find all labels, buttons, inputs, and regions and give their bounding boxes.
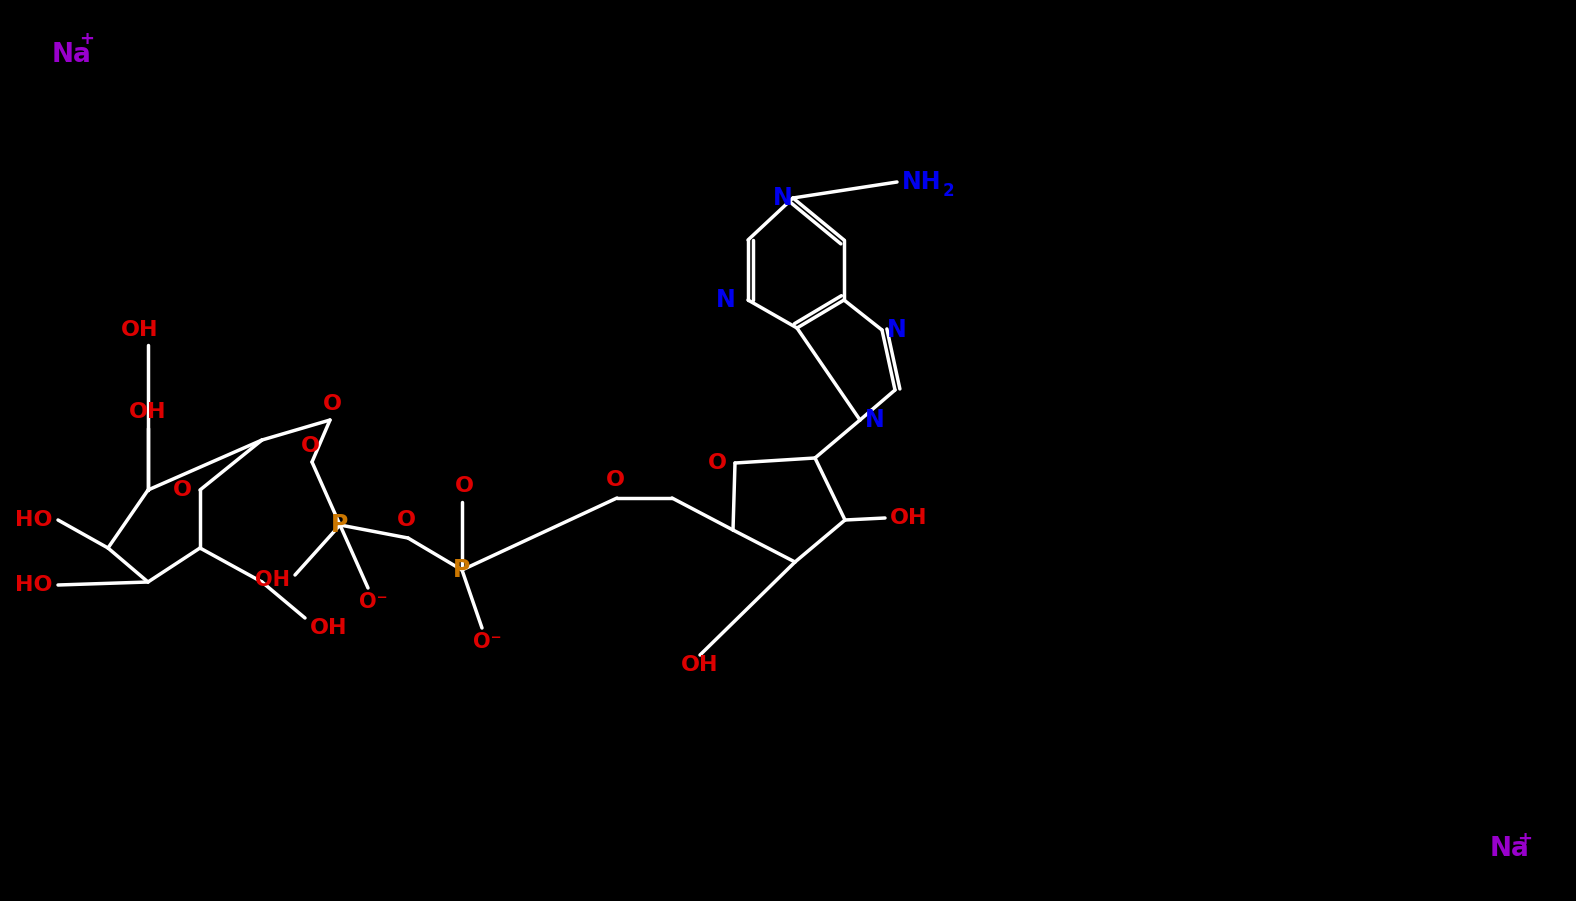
Text: N: N xyxy=(865,408,884,432)
Text: O: O xyxy=(172,480,192,500)
Text: O: O xyxy=(605,470,624,490)
Text: NH: NH xyxy=(901,170,941,194)
Text: N: N xyxy=(774,186,793,210)
Text: O⁻: O⁻ xyxy=(359,592,388,612)
Text: O: O xyxy=(708,453,727,473)
Text: OH: OH xyxy=(681,655,719,675)
Text: HO: HO xyxy=(16,575,54,595)
Text: OH: OH xyxy=(310,618,347,638)
Text: N: N xyxy=(887,318,906,342)
Text: +: + xyxy=(79,30,95,48)
Text: OH: OH xyxy=(890,508,928,528)
Text: Na: Na xyxy=(52,42,91,68)
Text: P: P xyxy=(331,513,348,537)
Text: O: O xyxy=(454,476,473,496)
Text: N: N xyxy=(716,288,736,312)
Text: O⁻: O⁻ xyxy=(473,632,501,652)
Text: OH: OH xyxy=(121,320,159,340)
Text: O: O xyxy=(397,510,416,530)
Text: Na: Na xyxy=(1489,836,1530,862)
Text: O: O xyxy=(323,394,342,414)
Text: +: + xyxy=(1518,830,1532,848)
Text: HO: HO xyxy=(16,510,54,530)
Text: OH: OH xyxy=(255,570,290,590)
Text: OH: OH xyxy=(129,402,167,422)
Text: O: O xyxy=(301,436,320,456)
Text: 2: 2 xyxy=(942,182,955,200)
Text: P: P xyxy=(454,558,471,582)
